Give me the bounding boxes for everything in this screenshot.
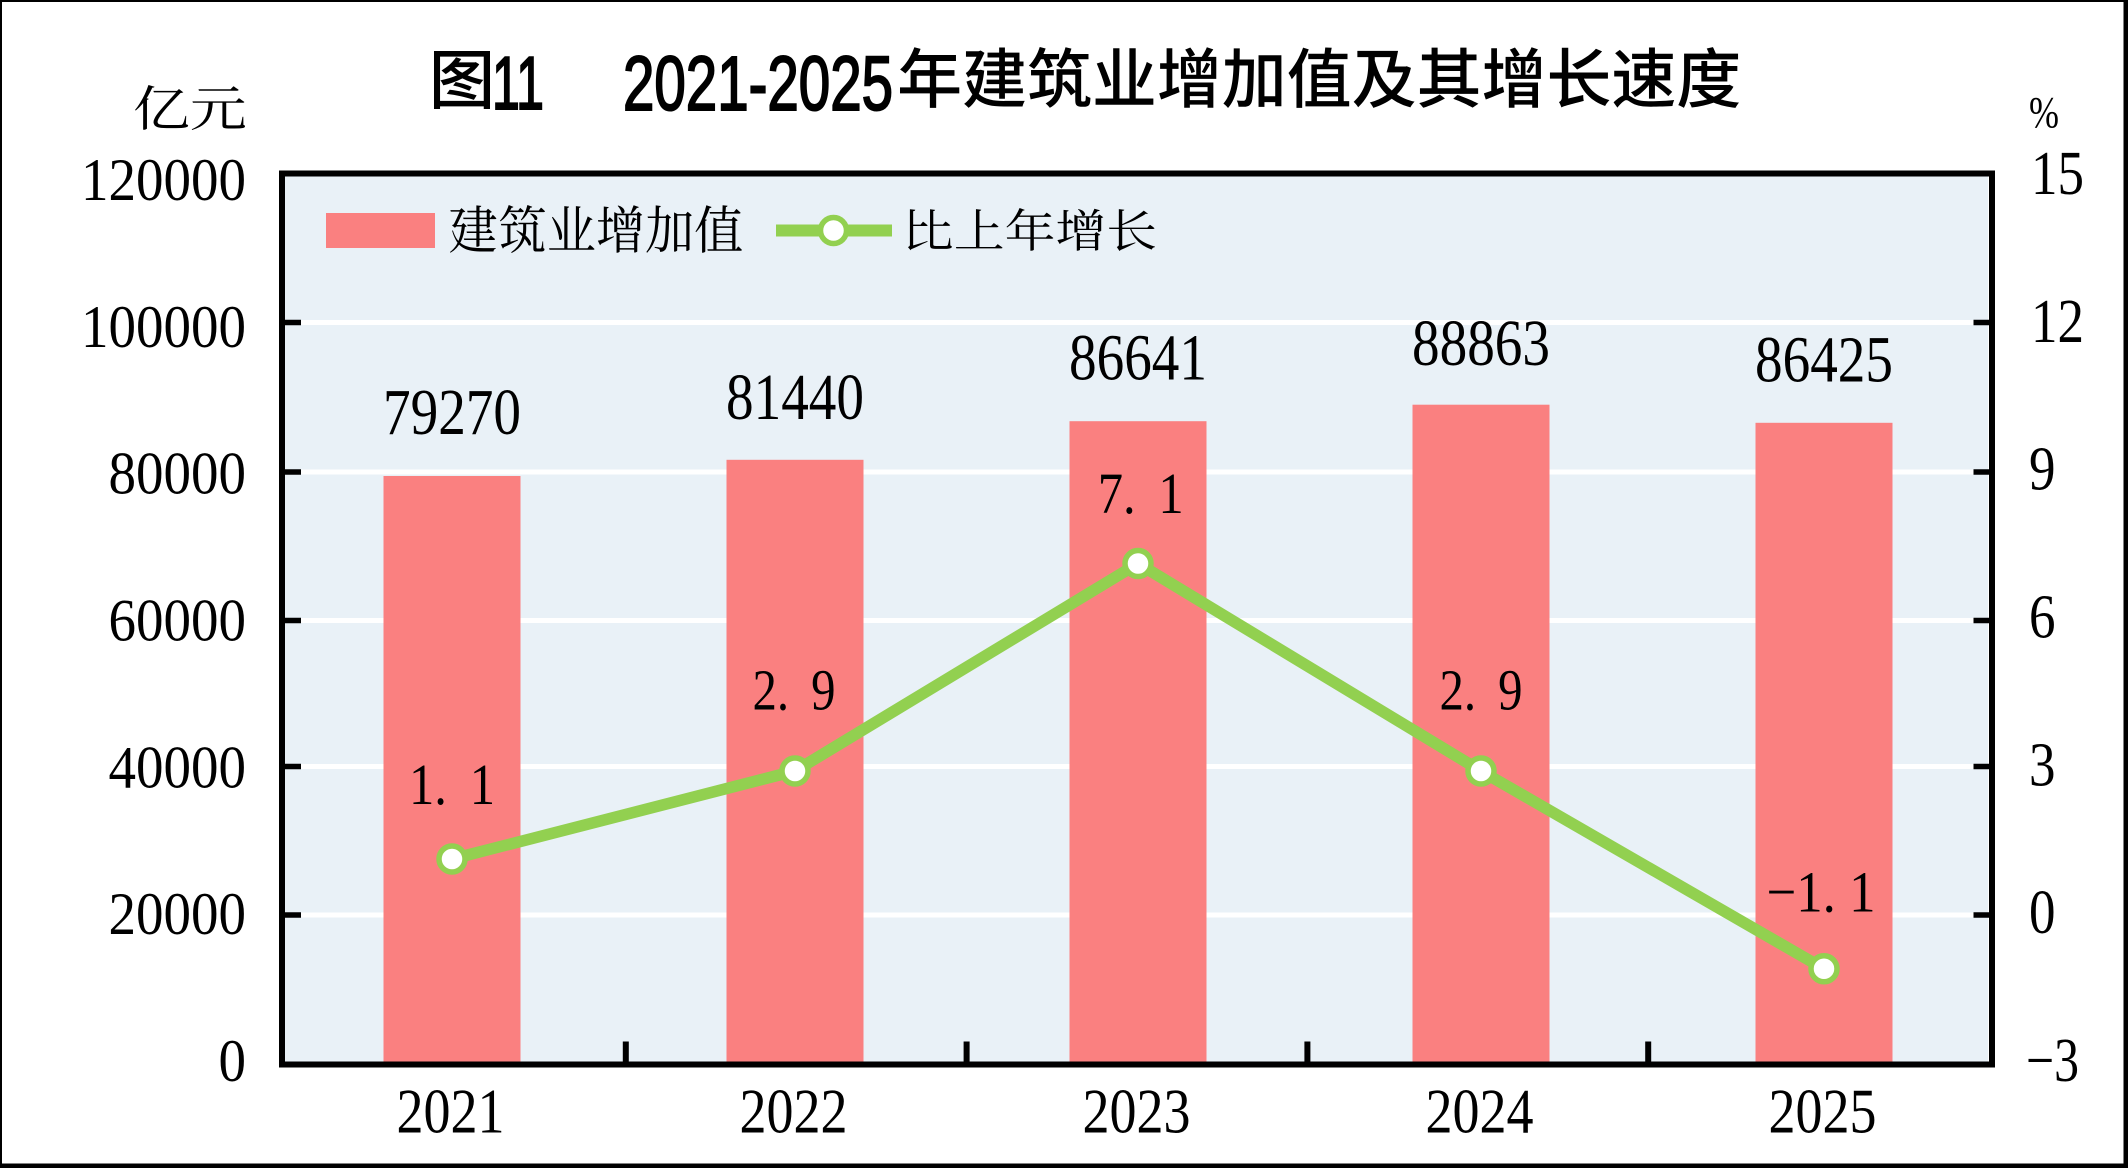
svg-text:120000: 120000 <box>81 147 246 214</box>
svg-text:12: 12 <box>2031 288 2084 356</box>
svg-text:2021-2025: 2021-2025 <box>623 41 893 127</box>
svg-text:2. 9: 2. 9 <box>1440 658 1523 723</box>
svg-text:86641: 86641 <box>1069 322 1207 395</box>
svg-text:1. 1: 1. 1 <box>409 752 495 817</box>
svg-text:40000: 40000 <box>109 734 247 801</box>
svg-text:20000: 20000 <box>109 881 247 948</box>
svg-text:9: 9 <box>2029 436 2056 504</box>
svg-text:2021: 2021 <box>397 1076 505 1147</box>
svg-text:−1. 1: −1. 1 <box>1767 859 1876 924</box>
svg-text:88863: 88863 <box>1412 307 1550 380</box>
svg-text:6: 6 <box>2029 584 2056 652</box>
svg-text:11: 11 <box>492 41 544 125</box>
svg-text:0: 0 <box>219 1028 247 1095</box>
svg-text:100000: 100000 <box>81 294 246 361</box>
svg-text:7. 1: 7. 1 <box>1098 461 1184 526</box>
svg-text:2025: 2025 <box>1769 1076 1877 1147</box>
svg-text:3: 3 <box>2029 731 2056 799</box>
svg-text:15: 15 <box>2031 140 2084 208</box>
svg-text:−3: −3 <box>2026 1027 2079 1095</box>
svg-text:2022: 2022 <box>740 1076 848 1147</box>
svg-text:60000: 60000 <box>109 588 247 655</box>
svg-text:2024: 2024 <box>1426 1076 1534 1147</box>
svg-text:81440: 81440 <box>726 361 864 434</box>
svg-text:79270: 79270 <box>383 376 521 449</box>
svg-text:2. 9: 2. 9 <box>753 658 836 723</box>
svg-text:2023: 2023 <box>1083 1076 1191 1147</box>
svg-text:%: % <box>2029 87 2059 137</box>
svg-text:80000: 80000 <box>109 441 247 508</box>
svg-text:86425: 86425 <box>1755 324 1893 397</box>
svg-text:0: 0 <box>2029 879 2056 947</box>
